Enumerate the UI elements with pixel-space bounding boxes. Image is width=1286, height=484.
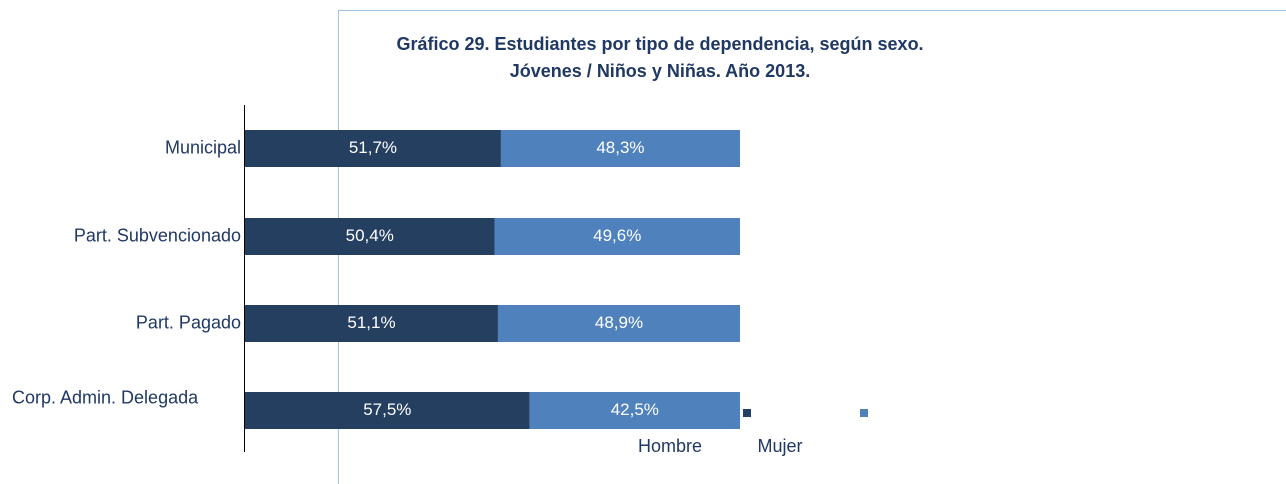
bar-segment [500, 130, 740, 167]
value-label: 48,3% [596, 138, 644, 157]
legend-label: Mujer [757, 436, 802, 456]
bar-segment [245, 130, 501, 167]
value-label: 49,6% [593, 226, 641, 245]
value-label: 51,1% [347, 313, 395, 332]
value-label: 48,9% [595, 313, 643, 332]
legend-label: Hombre [638, 436, 702, 456]
y-tick-label: Part. Subvencionado [74, 225, 241, 245]
bar-segment [245, 305, 498, 342]
y-tick-label: Part. Pagado [136, 312, 241, 332]
y-tick-label: Municipal [165, 137, 241, 157]
legend-swatch [743, 409, 751, 417]
value-label: 57,5% [363, 400, 411, 419]
legend-swatch [860, 409, 868, 417]
bar-segment [245, 218, 495, 255]
y-tick-label: Corp. Admin. Delegada [12, 387, 199, 407]
value-label: 42,5% [611, 400, 659, 419]
value-label: 51,7% [349, 138, 397, 157]
chart-subtitle: Jóvenes / Niños y Niñas. Año 2013. [510, 61, 810, 81]
chart-title: Gráfico 29. Estudiantes por tipo de depe… [396, 34, 923, 54]
value-label: 50,4% [346, 226, 394, 245]
bar-segment [497, 305, 740, 342]
bar-segment [494, 218, 740, 255]
bar-segment [529, 392, 740, 429]
bar-segment [245, 392, 530, 429]
